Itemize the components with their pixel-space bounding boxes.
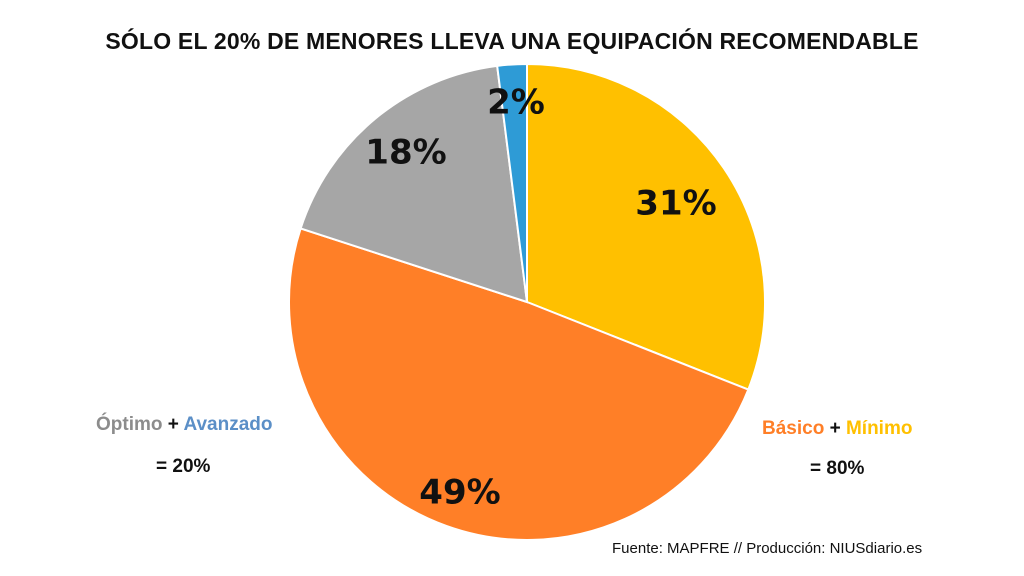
avanzado-label: Avanzado (183, 414, 273, 435)
pie-slice-optimo (299, 64, 529, 304)
source-note: Fuente: MAPFRE // Producción: NIUSdiario… (612, 540, 923, 557)
right-group-total: = 80% (810, 458, 865, 479)
slice-label-basico: 49% (419, 473, 500, 513)
pie-slice-avanzado (496, 62, 528, 303)
pie-slice-minimo (526, 62, 766, 391)
basico-label: Básico (762, 418, 825, 439)
left-group-total: = 20% (156, 456, 211, 477)
optimo-label: Óptimo (96, 414, 163, 435)
slice-label-optimo: 18% (365, 133, 446, 173)
minimo-label: Mínimo (845, 418, 913, 439)
slice-label-minimo: 31% (635, 184, 716, 224)
chart-title: SÓLO EL 20% DE MENORES LLEVA UNA EQUIPAC… (105, 28, 919, 54)
pie-slice-basico (288, 227, 750, 541)
left-plus-sign: + (162, 414, 184, 435)
slice-label-avanzado: 2% (487, 83, 545, 123)
right-group-label: Básico + Mínimo (762, 418, 912, 440)
left-group-label: Óptimo + Avanzado (96, 414, 273, 436)
right-plus-sign: + (824, 418, 846, 439)
